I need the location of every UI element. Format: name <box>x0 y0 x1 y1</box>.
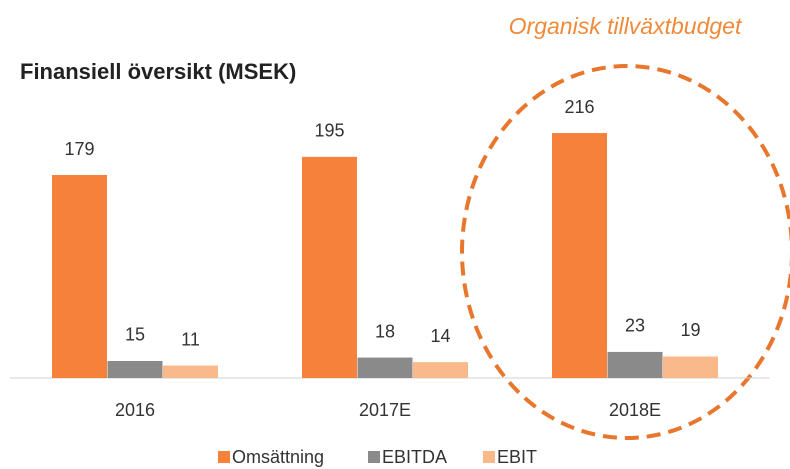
bar <box>413 362 468 378</box>
legend-label: EBIT <box>497 447 537 467</box>
x-tick-label: 2016 <box>115 400 155 420</box>
annotation: Organisk tillväxtbudget <box>509 13 743 39</box>
value-label: 23 <box>625 316 645 336</box>
value-label: 19 <box>680 320 700 340</box>
x-tick-label: 2017E <box>359 400 411 420</box>
legend-label: Omsättning <box>232 447 324 467</box>
bar <box>163 365 218 378</box>
legend-swatch <box>218 451 230 463</box>
value-label: 11 <box>181 329 200 349</box>
bar <box>552 133 607 378</box>
value-label: 14 <box>430 326 450 346</box>
legend-swatch <box>368 451 380 463</box>
legend-label: EBITDA <box>382 447 447 467</box>
legend-swatch <box>483 451 495 463</box>
bar <box>357 357 413 378</box>
value-label: 179 <box>64 139 94 159</box>
x-tick-label: 2018E <box>609 400 661 420</box>
value-label: 195 <box>314 121 344 141</box>
chart-title: Finansiell översikt (MSEK) <box>20 59 296 84</box>
bar <box>663 356 718 378</box>
bar <box>52 175 107 378</box>
value-label: 15 <box>125 325 145 345</box>
bar <box>607 351 663 378</box>
bar <box>302 156 357 378</box>
value-label: 216 <box>564 97 594 117</box>
value-label: 18 <box>375 321 395 341</box>
highlight-circle <box>460 64 790 440</box>
bar <box>107 360 163 378</box>
